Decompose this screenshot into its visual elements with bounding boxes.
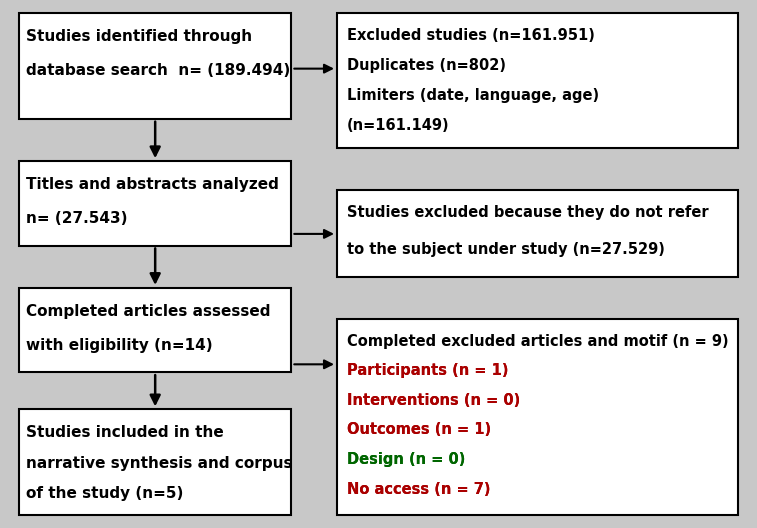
Text: Studies included in the: Studies included in the xyxy=(26,425,224,440)
Text: Design (n = 0): Design (n = 0) xyxy=(347,452,465,467)
Text: Completed excluded articles and motif (n = 9): Completed excluded articles and motif (n… xyxy=(347,334,728,348)
Text: No access (n = 7): No access (n = 7) xyxy=(347,482,491,496)
Text: of the study (n=5): of the study (n=5) xyxy=(26,486,184,501)
Text: narrative synthesis and corpus: narrative synthesis and corpus xyxy=(26,456,293,470)
Bar xyxy=(337,190,738,277)
Text: Participants (n = 1): Participants (n = 1) xyxy=(347,363,508,378)
Bar xyxy=(19,409,291,515)
Text: Limiters (date, language, age): Limiters (date, language, age) xyxy=(347,88,599,103)
Bar xyxy=(337,319,738,515)
Text: database search  n= (189.494): database search n= (189.494) xyxy=(26,63,291,78)
Text: Completed articles assessed: Completed articles assessed xyxy=(26,304,271,318)
Text: with eligibility (n=14): with eligibility (n=14) xyxy=(26,338,213,353)
Text: Studies identified through: Studies identified through xyxy=(26,29,253,44)
Bar xyxy=(19,288,291,372)
Text: (n=161.149): (n=161.149) xyxy=(347,118,450,133)
Text: Excluded studies (n=161.951): Excluded studies (n=161.951) xyxy=(347,28,594,43)
Text: to the subject under study (n=27.529): to the subject under study (n=27.529) xyxy=(347,242,665,257)
Text: Interventions (n = 0): Interventions (n = 0) xyxy=(347,393,520,408)
Text: Participants (n = 1): Participants (n = 1) xyxy=(347,363,508,378)
Text: No access (n = 7): No access (n = 7) xyxy=(347,482,491,496)
Bar xyxy=(19,161,291,246)
Bar xyxy=(19,13,291,119)
Text: Outcomes (n = 1): Outcomes (n = 1) xyxy=(347,422,491,437)
Text: Titles and abstracts analyzed: Titles and abstracts analyzed xyxy=(26,177,279,192)
Text: n= (27.543): n= (27.543) xyxy=(26,211,128,226)
Text: Outcomes (n = 1): Outcomes (n = 1) xyxy=(347,422,491,437)
Text: Design (n = 0): Design (n = 0) xyxy=(347,452,465,467)
Text: Duplicates (n=802): Duplicates (n=802) xyxy=(347,58,506,73)
Text: Interventions (n = 0): Interventions (n = 0) xyxy=(347,393,520,408)
Bar xyxy=(337,13,738,148)
Text: Studies excluded because they do not refer: Studies excluded because they do not ref… xyxy=(347,205,709,220)
